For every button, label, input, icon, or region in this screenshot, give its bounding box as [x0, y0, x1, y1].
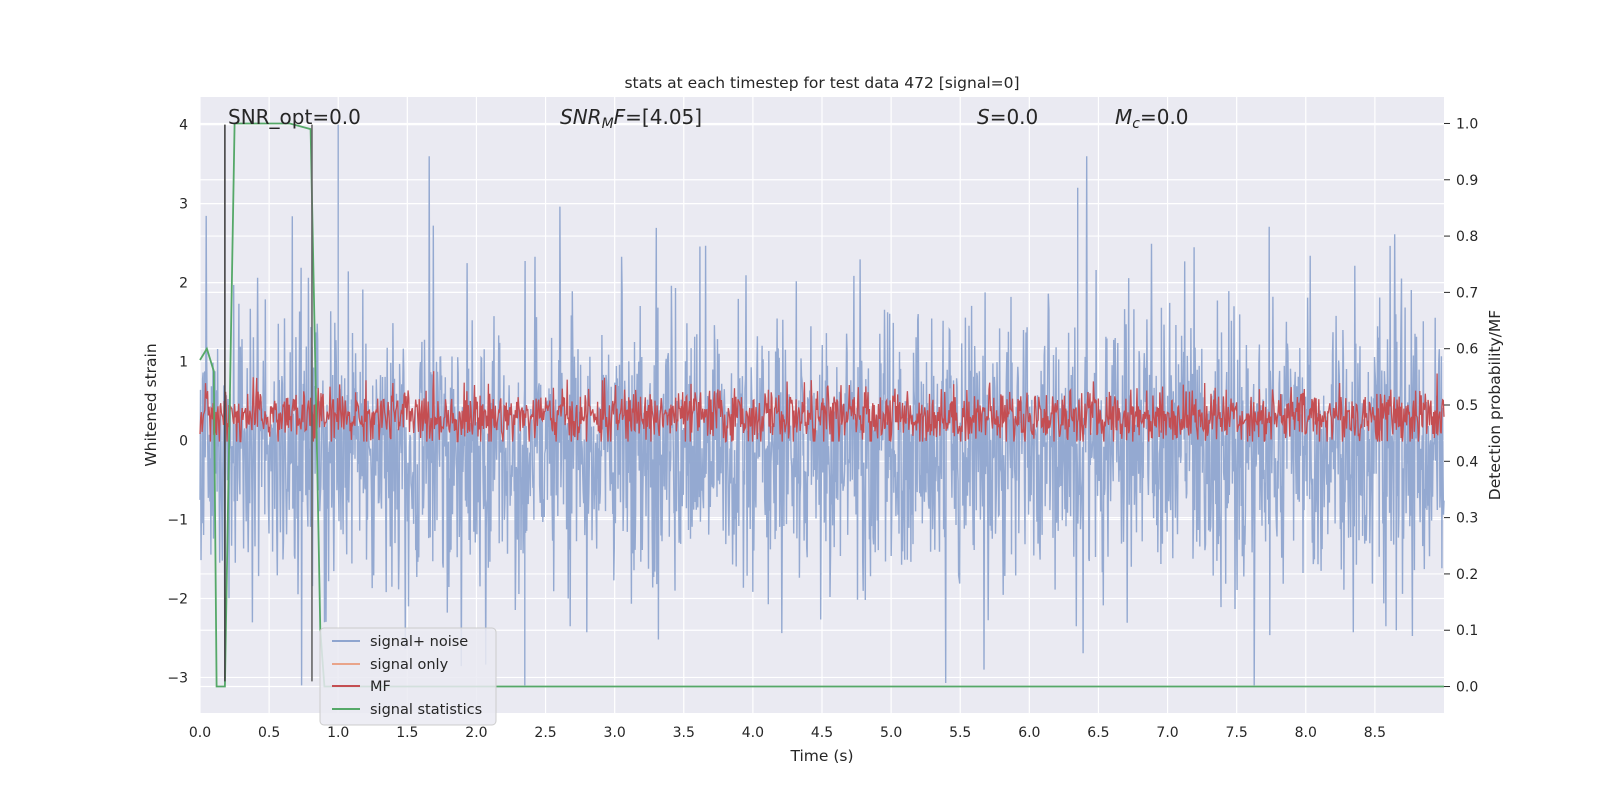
legend-label-mf: MF	[370, 679, 391, 695]
x-tick-label: 3.0	[604, 725, 626, 741]
vertical-markers	[224, 124, 313, 682]
y-tick-label-right: 0.1	[1456, 623, 1478, 639]
y-tick-label-right: 0.0	[1456, 680, 1478, 696]
x-tick-label: 6.5	[1087, 725, 1109, 741]
y-tick-label-left: 1	[179, 355, 188, 371]
x-tick-label: 2.0	[465, 725, 487, 741]
y-axis-label-left: Whitened strain	[142, 343, 160, 466]
s-rest: =0.0	[990, 105, 1039, 129]
x-tick-label: 0.0	[189, 725, 211, 741]
snr-mf-rest-f: F	[614, 105, 626, 129]
x-tick-label: 0.5	[258, 725, 280, 741]
y-tick-label-left: 3	[179, 197, 188, 213]
y-ticks-left: 4 3 2 1 0 −1 −2 −3	[167, 118, 188, 687]
y-tick-label-left: 4	[179, 118, 188, 134]
annotation-mc: Mc=0.0	[1115, 105, 1189, 132]
s-main: S	[977, 105, 990, 129]
legend-label-signal-statistics: signal statistics	[370, 702, 482, 718]
chart-title: stats at each timestep for test data 472…	[624, 74, 1019, 92]
y-ticks-right: 1.0 0.9 0.8 0.7 0.6 0.5 0.4 0.3 0.2 0.1 0.0	[1444, 116, 1478, 696]
legend-label-signal-only: signal only	[370, 657, 449, 673]
x-tick-label: 4.5	[811, 725, 833, 741]
mc-main: M	[1115, 105, 1132, 129]
y-tick-label-left: 2	[179, 276, 188, 292]
y-axis-label-right: Detection probability/MF	[1486, 310, 1504, 501]
y-tick-label-left: −2	[167, 591, 188, 607]
annotation-snr-opt: SNR_opt=0.0	[228, 105, 361, 129]
y-tick-label-right: 0.9	[1456, 173, 1478, 189]
mc-sub: c	[1132, 116, 1140, 132]
mf-series	[199, 371, 1445, 443]
x-tick-label: 7.0	[1156, 725, 1178, 741]
y-tick-label-right: 0.2	[1456, 567, 1478, 583]
signal-noise-series	[199, 124, 1445, 686]
snr-mf-main: SNR	[560, 105, 602, 129]
mf-line	[199, 371, 1445, 443]
x-tick-label: 1.0	[327, 725, 349, 741]
x-tick-label: 8.0	[1295, 725, 1317, 741]
x-tick-label: 1.5	[396, 725, 418, 741]
signal-noise-line	[199, 124, 1445, 686]
x-tick-label: 7.5	[1226, 725, 1248, 741]
legend-label-signal-noise: signal+ noise	[370, 634, 468, 650]
y-tick-label-left: −1	[167, 513, 188, 529]
x-tick-label: 5.5	[949, 725, 971, 741]
x-tick-label: 4.0	[742, 725, 764, 741]
x-ticks: 0.0 0.5 1.0 1.5 2.0 2.5 3.0 3.5 4.0 4.5 5.0 5.5 6.0 6…	[189, 725, 1386, 741]
annotation-s: S=0.0	[977, 105, 1038, 129]
snr-mf-value: =[4.05]	[625, 105, 702, 129]
x-tick-label: 3.5	[673, 725, 695, 741]
x-tick-label: 5.0	[880, 725, 902, 741]
y-tick-label-right: 0.3	[1456, 511, 1478, 527]
y-tick-label-left: −3	[167, 670, 188, 686]
legend: signal+ noise signal only MF signal stat…	[319, 627, 497, 726]
y-tick-label-right: 0.6	[1456, 342, 1478, 358]
y-tick-label-left: 0	[179, 434, 188, 450]
y-tick-label-right: 1.0	[1456, 116, 1478, 132]
x-axis-label: Time (s)	[789, 747, 853, 765]
snr-mf-sub: M	[602, 116, 614, 132]
x-tick-label: 8.5	[1364, 725, 1386, 741]
x-tick-label: 2.5	[534, 725, 556, 741]
annotation-snr-mf: SNRMF=[4.05]	[560, 105, 702, 132]
y-tick-label-right: 0.5	[1456, 398, 1478, 414]
y-tick-label-right: 0.4	[1456, 454, 1478, 470]
y-tick-label-right: 0.8	[1456, 229, 1478, 245]
y-tick-label-right: 0.7	[1456, 285, 1478, 301]
x-tick-label: 6.0	[1018, 725, 1040, 741]
mc-rest: =0.0	[1140, 105, 1189, 129]
legend-box	[319, 627, 497, 726]
